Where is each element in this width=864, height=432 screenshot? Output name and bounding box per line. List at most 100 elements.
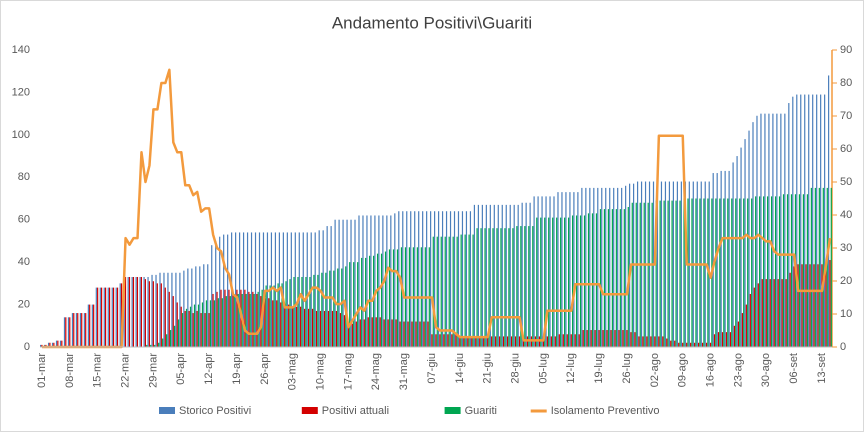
bar xyxy=(504,228,506,347)
bar xyxy=(587,213,590,347)
bar xyxy=(325,272,327,347)
bar xyxy=(59,340,62,347)
bar xyxy=(643,202,645,347)
bar xyxy=(748,130,750,347)
bar xyxy=(339,313,342,347)
x-tick-label: 07-giu xyxy=(426,353,438,384)
bar xyxy=(366,215,368,347)
bar xyxy=(300,306,302,347)
bar xyxy=(526,336,529,347)
bar xyxy=(289,279,291,347)
bar xyxy=(158,342,160,347)
bar xyxy=(229,296,231,347)
bar xyxy=(407,321,409,347)
bar xyxy=(225,296,227,347)
bar xyxy=(253,293,255,347)
bar xyxy=(510,336,513,347)
bar xyxy=(95,287,97,347)
bar xyxy=(698,342,700,347)
bar xyxy=(81,313,83,347)
bar xyxy=(333,270,335,347)
bar xyxy=(135,276,137,347)
bar xyxy=(338,219,340,347)
bar xyxy=(349,262,351,347)
bar xyxy=(451,334,453,347)
bar xyxy=(361,257,363,347)
x-tick-label: 16-ago xyxy=(705,353,717,387)
bar xyxy=(196,310,198,347)
bar xyxy=(115,287,117,347)
bar xyxy=(770,196,773,347)
bar xyxy=(558,334,560,347)
bar xyxy=(484,228,486,347)
bar xyxy=(560,217,562,347)
bar xyxy=(625,185,627,347)
bar xyxy=(589,187,591,347)
bar xyxy=(756,115,758,347)
bar xyxy=(772,113,774,348)
bar xyxy=(257,291,259,347)
bar xyxy=(455,334,457,347)
bar xyxy=(690,342,692,347)
bar xyxy=(480,228,482,347)
line xyxy=(41,68,832,349)
bar xyxy=(598,330,600,347)
bar xyxy=(808,94,810,347)
bar xyxy=(343,315,345,347)
bar xyxy=(601,187,603,347)
bar xyxy=(103,287,105,347)
bar xyxy=(444,236,446,347)
x-tick-label: 09-ago xyxy=(677,353,689,387)
bar xyxy=(419,321,421,347)
bar xyxy=(172,296,174,347)
bar xyxy=(51,342,54,347)
bar xyxy=(463,336,465,347)
bar xyxy=(427,321,429,347)
bar xyxy=(392,249,395,347)
legend-label: Storico Positivi xyxy=(179,405,251,417)
x-tick-label: 17-mag xyxy=(342,353,354,390)
bar xyxy=(593,187,595,347)
chart-title: Andamento Positivi\Guariti xyxy=(332,13,532,32)
bar xyxy=(269,285,271,347)
bar xyxy=(280,302,282,347)
bar xyxy=(177,319,180,347)
bar xyxy=(379,317,381,347)
bar xyxy=(672,181,674,347)
bar xyxy=(793,266,795,347)
bar xyxy=(521,202,523,347)
bar xyxy=(83,313,85,347)
bar xyxy=(414,211,416,347)
bar xyxy=(220,289,222,347)
bar xyxy=(258,232,261,347)
bar xyxy=(203,264,205,347)
bar xyxy=(441,211,444,347)
bar xyxy=(509,204,511,347)
y2-tick-label: 70 xyxy=(840,110,852,122)
bar xyxy=(663,200,665,347)
bar xyxy=(506,336,509,347)
bar xyxy=(465,211,468,347)
bar xyxy=(550,336,552,347)
bar xyxy=(112,287,115,347)
bar xyxy=(200,313,202,347)
bar xyxy=(500,228,502,347)
bar xyxy=(337,268,339,347)
bar xyxy=(199,266,201,347)
bar xyxy=(591,213,594,347)
y2-tick-label: 60 xyxy=(840,143,852,155)
bar xyxy=(313,274,315,347)
bar xyxy=(160,283,162,347)
bar xyxy=(487,336,489,347)
bar xyxy=(610,330,612,347)
bar xyxy=(720,170,722,347)
bar xyxy=(284,304,286,347)
bar xyxy=(248,291,250,347)
bar xyxy=(398,211,400,347)
bar xyxy=(306,232,308,347)
bar xyxy=(155,274,157,347)
bar xyxy=(647,202,649,347)
bar xyxy=(709,342,712,347)
bar xyxy=(341,268,343,347)
